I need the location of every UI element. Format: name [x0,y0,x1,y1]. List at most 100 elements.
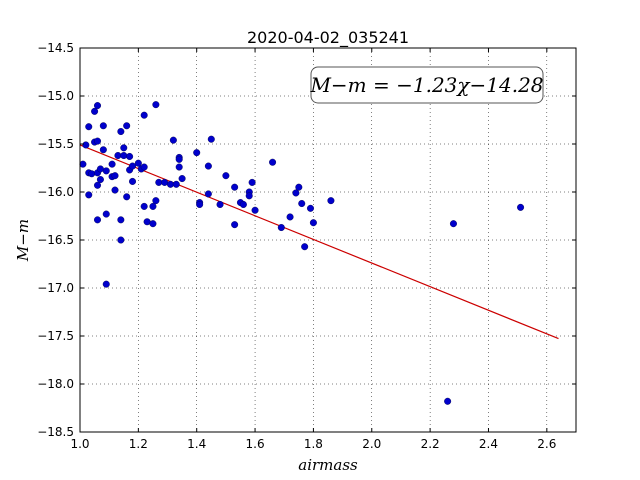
data-point [91,107,99,115]
data-point [140,202,148,210]
data-point [120,152,128,160]
x-tick-label: 1.0 [70,437,89,451]
data-point [123,193,131,201]
data-point [111,172,119,180]
x-tick-label: 2.2 [421,437,440,451]
data-point [231,221,239,229]
y-tick-label: −16.5 [37,233,74,247]
x-tick-label: 2.6 [537,437,556,451]
data-point [120,144,128,152]
data-point [99,146,107,154]
data-point [327,197,335,205]
data-point [117,128,125,136]
data-point [155,178,163,186]
data-point [166,180,174,188]
data-point [99,122,107,130]
x-axis-ticks: 1.0 1.2 1.4 1.6 1.8 2.0 2.2 2.4 2.6 [70,48,556,451]
equation-annotation: M−m = −1.23χ−14.28 [309,66,544,104]
data-point [88,170,96,178]
data-point [102,167,110,175]
data-point [111,186,119,194]
data-point [140,111,148,119]
data-point [248,178,256,186]
data-point [517,203,525,211]
data-point [251,206,259,214]
data-point [178,175,186,183]
y-tick-label: −18.0 [37,377,74,391]
data-point [277,224,285,232]
x-tick-label: 2.4 [479,437,498,451]
data-point [161,178,169,186]
chart-title: 2020-04-02_035241 [247,28,409,48]
y-tick-label: −16.0 [37,185,74,199]
data-point [193,149,201,157]
data-point [295,183,303,191]
x-tick-label: 1.8 [304,437,323,451]
data-point [149,202,157,210]
y-tick-label: −15.5 [37,137,74,151]
data-point [222,172,230,180]
data-point [449,220,457,228]
data-point [117,216,125,224]
data-point [231,183,239,191]
fit-line [79,144,559,340]
data-point [298,200,306,208]
x-tick-label: 1.4 [187,437,206,451]
data-point [309,219,317,227]
data-point [292,189,300,197]
x-axis-label: airmass [298,456,358,474]
data-point [85,191,93,199]
data-point [126,152,134,160]
data-point [123,122,131,130]
data-point [102,210,110,218]
data-point [239,200,247,208]
grid-lines [79,47,576,433]
y-tick-label: −17.5 [37,329,74,343]
data-point [245,192,253,200]
data-point [102,280,110,288]
data-point [172,180,180,188]
y-axis-label: M−m [14,219,32,262]
data-point [143,218,151,226]
data-point [152,101,160,109]
data-points [79,101,525,405]
data-point [114,152,122,160]
data-point [94,216,102,224]
annotation-text: M−m = −1.23χ−14.28 [309,73,543,97]
data-point [94,137,102,145]
data-point [129,177,137,185]
x-tick-label: 2.0 [362,437,381,451]
data-point [85,123,93,131]
data-point [82,141,90,149]
data-point [134,159,142,167]
y-axis-ticks: −14.5 −15.0 −15.5 −16.0 −16.5 −17.0 −17.5 −18.0… [37,41,576,439]
data-point [117,236,125,244]
data-point [108,160,116,168]
fit-line-group [79,144,559,340]
data-point [301,243,309,251]
data-point [96,176,104,184]
data-point [204,162,212,170]
data-point [204,190,212,198]
data-point [79,160,87,168]
data-point [169,136,177,144]
annotation-box [310,66,544,104]
data-point [269,158,277,166]
x-tick-label: 1.6 [246,437,265,451]
data-point [149,220,157,228]
data-point [96,165,104,173]
data-point [175,163,183,171]
data-point [216,200,224,208]
data-point [152,197,160,205]
y-tick-label: −15.0 [37,89,74,103]
data-point [140,163,148,171]
y-tick-label: −18.5 [37,425,74,439]
data-point [175,155,183,163]
data-point [196,200,204,208]
x-tick-label: 1.2 [129,437,148,451]
data-point [207,135,215,143]
data-point [129,162,137,170]
data-point [444,397,452,405]
y-tick-label: −17.0 [37,281,74,295]
